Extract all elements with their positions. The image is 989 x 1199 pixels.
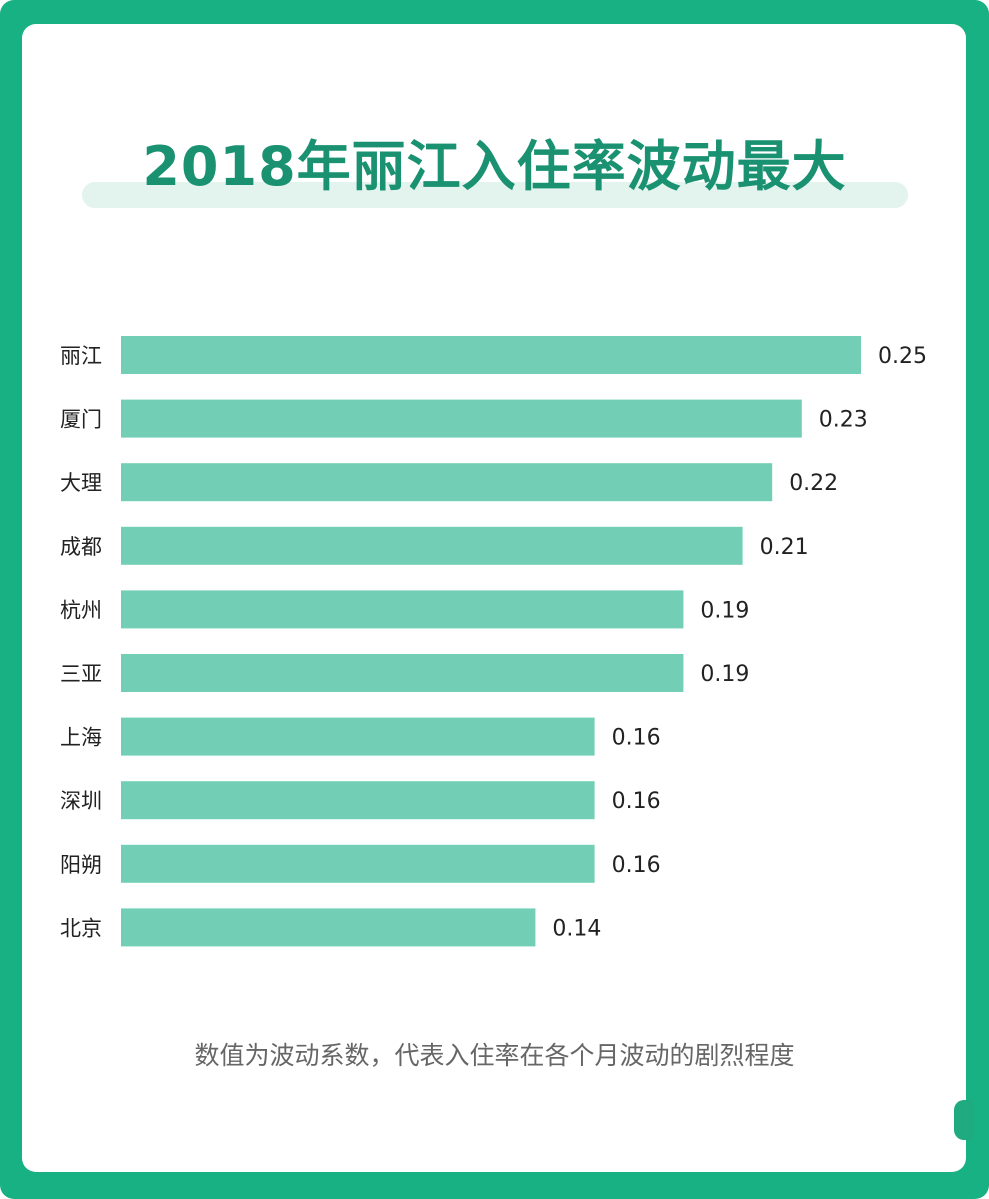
bar — [121, 590, 684, 629]
category-label: 北京 — [60, 916, 102, 940]
value-label: 0.16 — [612, 726, 661, 751]
value-label: 0.22 — [789, 471, 838, 496]
bar — [121, 463, 773, 502]
value-label: 0.16 — [612, 853, 661, 878]
category-label: 丽江 — [60, 344, 102, 368]
value-label: 0.25 — [878, 344, 927, 369]
bar — [121, 399, 802, 438]
category-label: 成都 — [60, 535, 102, 559]
bar — [121, 526, 743, 565]
bar — [121, 336, 861, 374]
chart-title: 2018年丽江入住率波动最大 — [142, 135, 847, 198]
value-label: 0.21 — [760, 535, 809, 560]
category-label: 厦门 — [60, 408, 102, 432]
bar — [121, 908, 536, 947]
value-label: 0.19 — [700, 598, 749, 623]
category-label: 上海 — [60, 726, 102, 750]
category-label: 大理 — [60, 471, 102, 495]
value-label: 0.14 — [552, 916, 601, 941]
category-label: 深圳 — [60, 789, 102, 813]
bar — [121, 781, 595, 820]
bar — [121, 844, 595, 883]
value-label: 0.19 — [700, 662, 749, 687]
bar — [121, 654, 684, 692]
bar — [121, 717, 595, 756]
chart-footnote: 数值为波动系数，代表入住率在各个月波动的剧烈程度 — [194, 1041, 795, 1070]
value-label: 0.23 — [819, 408, 868, 433]
bars-layer: 丽江 0.25 厦门 0.23 大理 0.22 成都 0.21 杭州 0.19 三亚 0.19 上海 0.… — [60, 336, 927, 947]
category-label: 阳朔 — [60, 853, 102, 877]
category-label: 杭州 — [60, 598, 102, 622]
category-label: 三亚 — [60, 662, 102, 686]
title-highlight — [82, 182, 908, 208]
value-label: 0.16 — [612, 789, 661, 814]
corner-decoration — [954, 1100, 974, 1140]
